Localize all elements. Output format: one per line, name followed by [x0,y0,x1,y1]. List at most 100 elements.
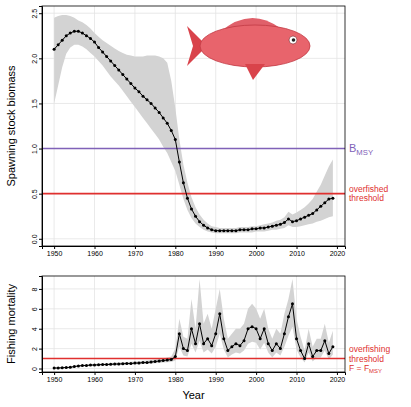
x-tick: 1980 [168,246,184,257]
confidence-band [54,279,333,368]
data-point [162,359,165,362]
data-point [81,364,84,367]
data-point [85,364,88,367]
data-point [166,359,169,362]
data-point [331,197,334,200]
grid-line-x [336,6,337,246]
x-tick: 2010 [289,246,305,257]
data-point [327,198,330,201]
data-point [202,342,205,345]
data-point [287,217,290,220]
data-point [218,312,221,315]
x-tick: 2020 [330,372,346,383]
data-point [146,361,149,364]
x-tick: 2000 [249,372,265,383]
data-point [137,362,140,365]
data-point [315,208,318,211]
data-point [93,364,96,367]
grid [42,6,345,246]
data-point [146,98,149,101]
data-point [331,345,334,348]
data-point [142,95,145,98]
data-point [226,349,229,352]
data-point [77,30,80,33]
data-point [53,48,56,51]
x-tick-label: 1960 [87,250,103,257]
x-tick-label: 1970 [128,250,144,257]
y-tick-label: 0.0 [31,234,38,244]
data-point [210,344,213,347]
y-tick-mark [39,194,42,195]
data-point [158,111,161,114]
data-point [295,219,298,222]
y-tick-label: 4 [31,327,38,331]
x-tick: 1970 [128,246,144,257]
data-point [133,362,136,365]
y-axis-title: Spawning stock biomass [5,65,17,187]
grid-line-y [42,308,345,309]
data-point [178,161,181,164]
x-tick: 1960 [87,246,103,257]
y-tick: 1.5 [31,99,42,109]
data-point [319,205,322,208]
data-point [174,355,177,358]
data-point [214,229,217,232]
data-point [238,228,241,231]
data-point [303,216,306,219]
data-point [247,228,250,231]
data-point [218,229,221,232]
data-point [125,362,128,365]
data-point [69,366,72,369]
data-point [287,315,290,318]
y-tick-mark [39,309,42,310]
data-point [222,229,225,232]
data-point [206,226,209,229]
data-point [73,365,76,368]
data-point [117,69,120,72]
data-point [57,43,60,46]
data-point [230,345,233,348]
y-tick-mark [39,369,42,370]
x-tick-label: 1950 [47,250,63,257]
y-tick: 8 [31,287,42,291]
data-point [251,227,254,230]
x-tick-label: 1980 [168,250,184,257]
x-tick: 1950 [47,372,63,383]
annotation-text: threshold [349,193,384,203]
data-point [174,138,177,141]
grid-line-x [175,276,176,372]
y-tick: 0 [31,367,42,371]
y-tick-mark [39,239,42,240]
annotation-text: F = F [349,363,369,373]
x-tick-mark [54,246,55,249]
data-point [65,34,68,37]
grid-line-x [94,6,95,246]
x-tick-mark [337,246,338,249]
x-tick-mark [216,246,217,249]
x-tick-mark [216,372,217,375]
panel: 1950196019701980199020002010202002468Fis… [5,276,390,401]
x-tick-label: 1990 [208,250,224,257]
data-point [166,122,169,125]
data-point [283,332,286,335]
data-point [121,73,124,76]
x-tick-mark [135,246,136,249]
x-tick-mark [256,372,257,375]
x-tick: 1990 [208,246,224,257]
data-point [299,349,302,352]
fish-body [200,25,310,67]
data-point [85,34,88,37]
grid-line-y [42,103,345,104]
data-point [198,220,201,223]
plot-area [42,279,345,370]
data-point [275,224,278,227]
plot-frame [42,6,345,246]
data-point [186,349,189,352]
data-point [194,342,197,345]
data-point [150,102,153,105]
grid-line-y [42,288,345,289]
y-tick: 6 [31,307,42,311]
data-point [230,229,233,232]
data-point [89,37,92,40]
data-point [234,342,237,345]
